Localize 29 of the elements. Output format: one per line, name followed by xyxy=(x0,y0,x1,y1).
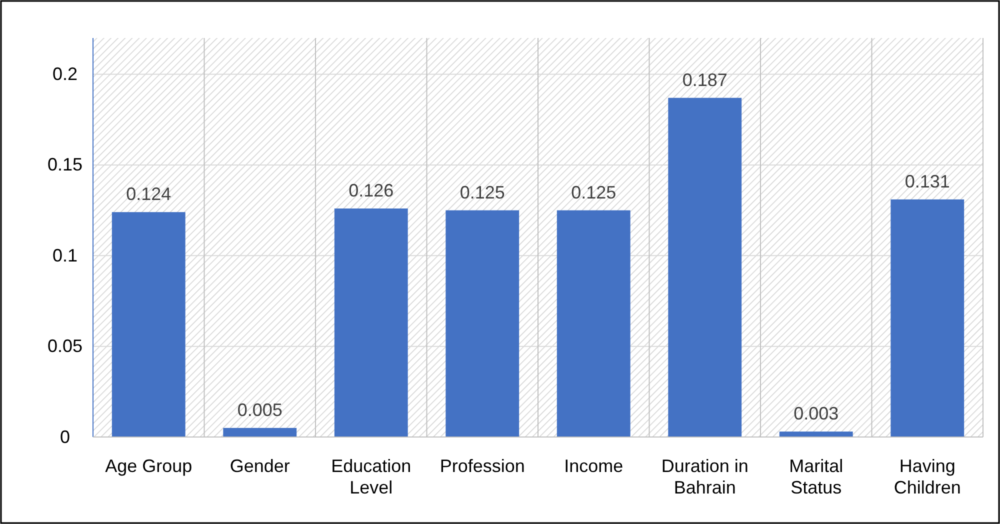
data-label: 0.126 xyxy=(348,180,394,200)
y-tick-label: 0.2 xyxy=(52,64,78,84)
x-tick-label: Profession xyxy=(440,456,525,476)
data-label: 0.005 xyxy=(237,400,282,420)
bar xyxy=(223,428,297,437)
bar xyxy=(779,432,853,437)
y-tick-label: 0.05 xyxy=(47,336,83,356)
data-label: 0.187 xyxy=(682,70,728,90)
data-label: 0.125 xyxy=(571,182,616,202)
x-tick-label: Duration in Bahrain xyxy=(661,456,748,498)
data-label: 0.125 xyxy=(460,182,505,202)
x-tick-label: Having Children xyxy=(894,456,961,498)
x-tick-label: Gender xyxy=(230,456,290,476)
y-tick-label: 0 xyxy=(60,426,70,447)
bar xyxy=(668,98,742,437)
data-label: 0.003 xyxy=(794,404,839,424)
bar xyxy=(334,208,408,437)
data-label: 0.131 xyxy=(904,171,950,192)
data-label: 0.124 xyxy=(126,184,172,204)
bar xyxy=(446,210,520,437)
bar xyxy=(112,212,186,437)
bar xyxy=(556,210,630,437)
y-tick-label: 0.15 xyxy=(47,154,83,175)
bar xyxy=(890,199,964,437)
x-tick-label: Age Group xyxy=(105,456,192,476)
x-tick-label: Income xyxy=(564,456,624,476)
x-tick-label: Education Level xyxy=(331,456,412,498)
y-tick-label: 0.1 xyxy=(52,245,78,266)
x-tick-label: Marital Status xyxy=(789,456,844,498)
